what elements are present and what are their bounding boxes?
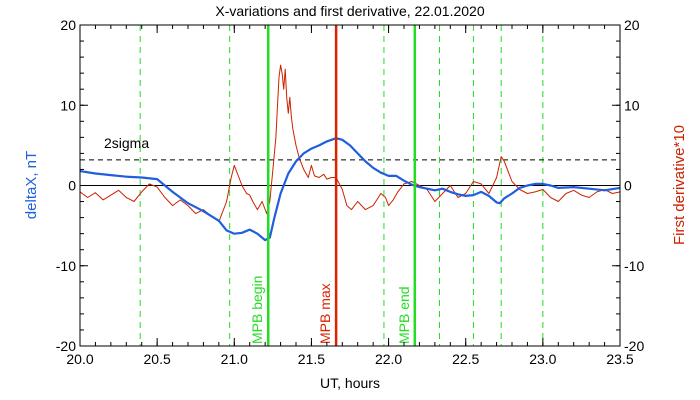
marker-lines [139, 25, 544, 346]
x-ticks: 20.0 20.5 21.0 21.5 22.0 22.5 23.0 23.5 [66, 25, 634, 367]
event-label: MPB end [396, 286, 412, 344]
y-tick-label-left: -20 [56, 338, 76, 354]
y-tick-label-right: 10 [624, 97, 640, 113]
deltax-line [79, 137, 621, 242]
x-tick-label: 23.5 [606, 351, 633, 367]
x-tick-label: 20.5 [144, 351, 171, 367]
y-tick-label-left: -10 [56, 258, 76, 274]
y-axis-left-label: deltaX, nT [23, 151, 40, 219]
x-tick-label: 21.0 [221, 351, 248, 367]
x-tick-label: 22.0 [375, 351, 402, 367]
threshold-label: 2sigma [104, 135, 149, 151]
y-ticks: -20 -20 -10 -10 0 0 10 10 20 20 [56, 17, 645, 354]
y-tick-label-left: 0 [68, 178, 76, 194]
x-tick-label: 23.0 [529, 351, 556, 367]
y-axis-right-label: First derivative*10 [671, 125, 688, 245]
event-label: MPB max [317, 283, 333, 344]
event-lines: MPB begin MPB max MPB end [249, 25, 417, 346]
event-label: MPB begin [249, 276, 265, 344]
x-tick-label: 22.5 [452, 351, 479, 367]
x-axis-label: UT, hours [320, 375, 380, 391]
series-layer [79, 64, 621, 242]
y-tick-label-right: -10 [624, 258, 644, 274]
y-tick-label-right: 0 [624, 178, 632, 194]
threshold-group: 2sigma [80, 135, 620, 161]
x-tick-label: 21.5 [298, 351, 325, 367]
x-tick-label: 20.0 [66, 351, 93, 367]
y-tick-label-right: 20 [624, 17, 640, 33]
y-tick-label-right: -20 [624, 338, 644, 354]
y-tick-label-left: 20 [60, 17, 76, 33]
chart-title: X-variations and first derivative, 22.01… [215, 3, 484, 19]
y-tick-label-left: 10 [60, 97, 76, 113]
